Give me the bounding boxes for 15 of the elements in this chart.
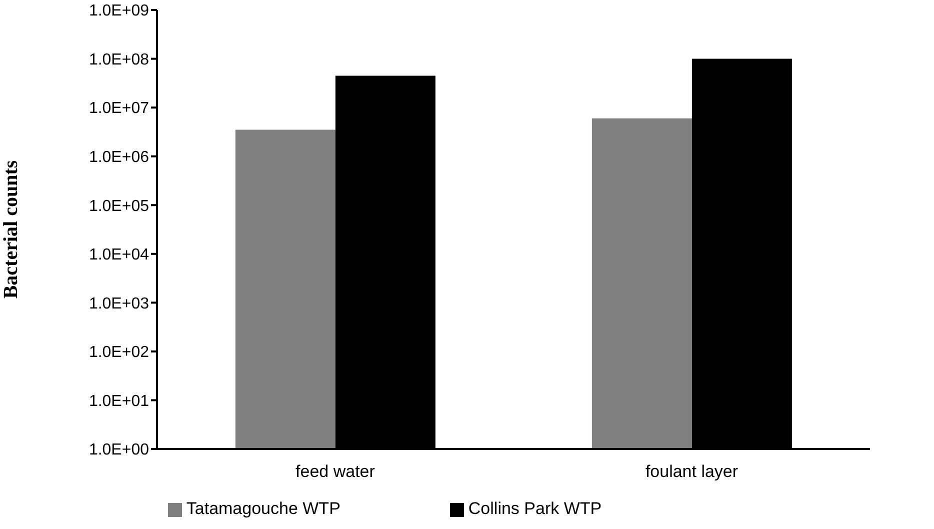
y-tick-label: 1.0E+07	[88, 100, 150, 118]
legend-label: Collins Park WTP	[468, 499, 602, 518]
x-tick-label: foulant layer	[645, 462, 738, 482]
y-tick-label: 1.0E+00	[88, 442, 150, 459]
y-tick-label: 1.0E+04	[88, 246, 150, 264]
y-tick-label: 1.0E+02	[88, 344, 150, 362]
y-tick-label: 1.0E+09	[88, 2, 150, 20]
legend-label: Tatamagouche WTP	[186, 499, 340, 518]
y-tick-label: 1.0E+05	[88, 198, 150, 215]
y-axis-title: Bacterial counts	[0, 160, 22, 299]
y-tick-label: 1.0E+06	[88, 149, 150, 166]
y-tick-label: 1.0E+03	[88, 295, 150, 312]
y-tick-label: 1.0E+08	[88, 51, 150, 68]
x-tick-label: feed water	[296, 462, 376, 482]
y-tick-label: 1.0E+01	[88, 392, 150, 410]
